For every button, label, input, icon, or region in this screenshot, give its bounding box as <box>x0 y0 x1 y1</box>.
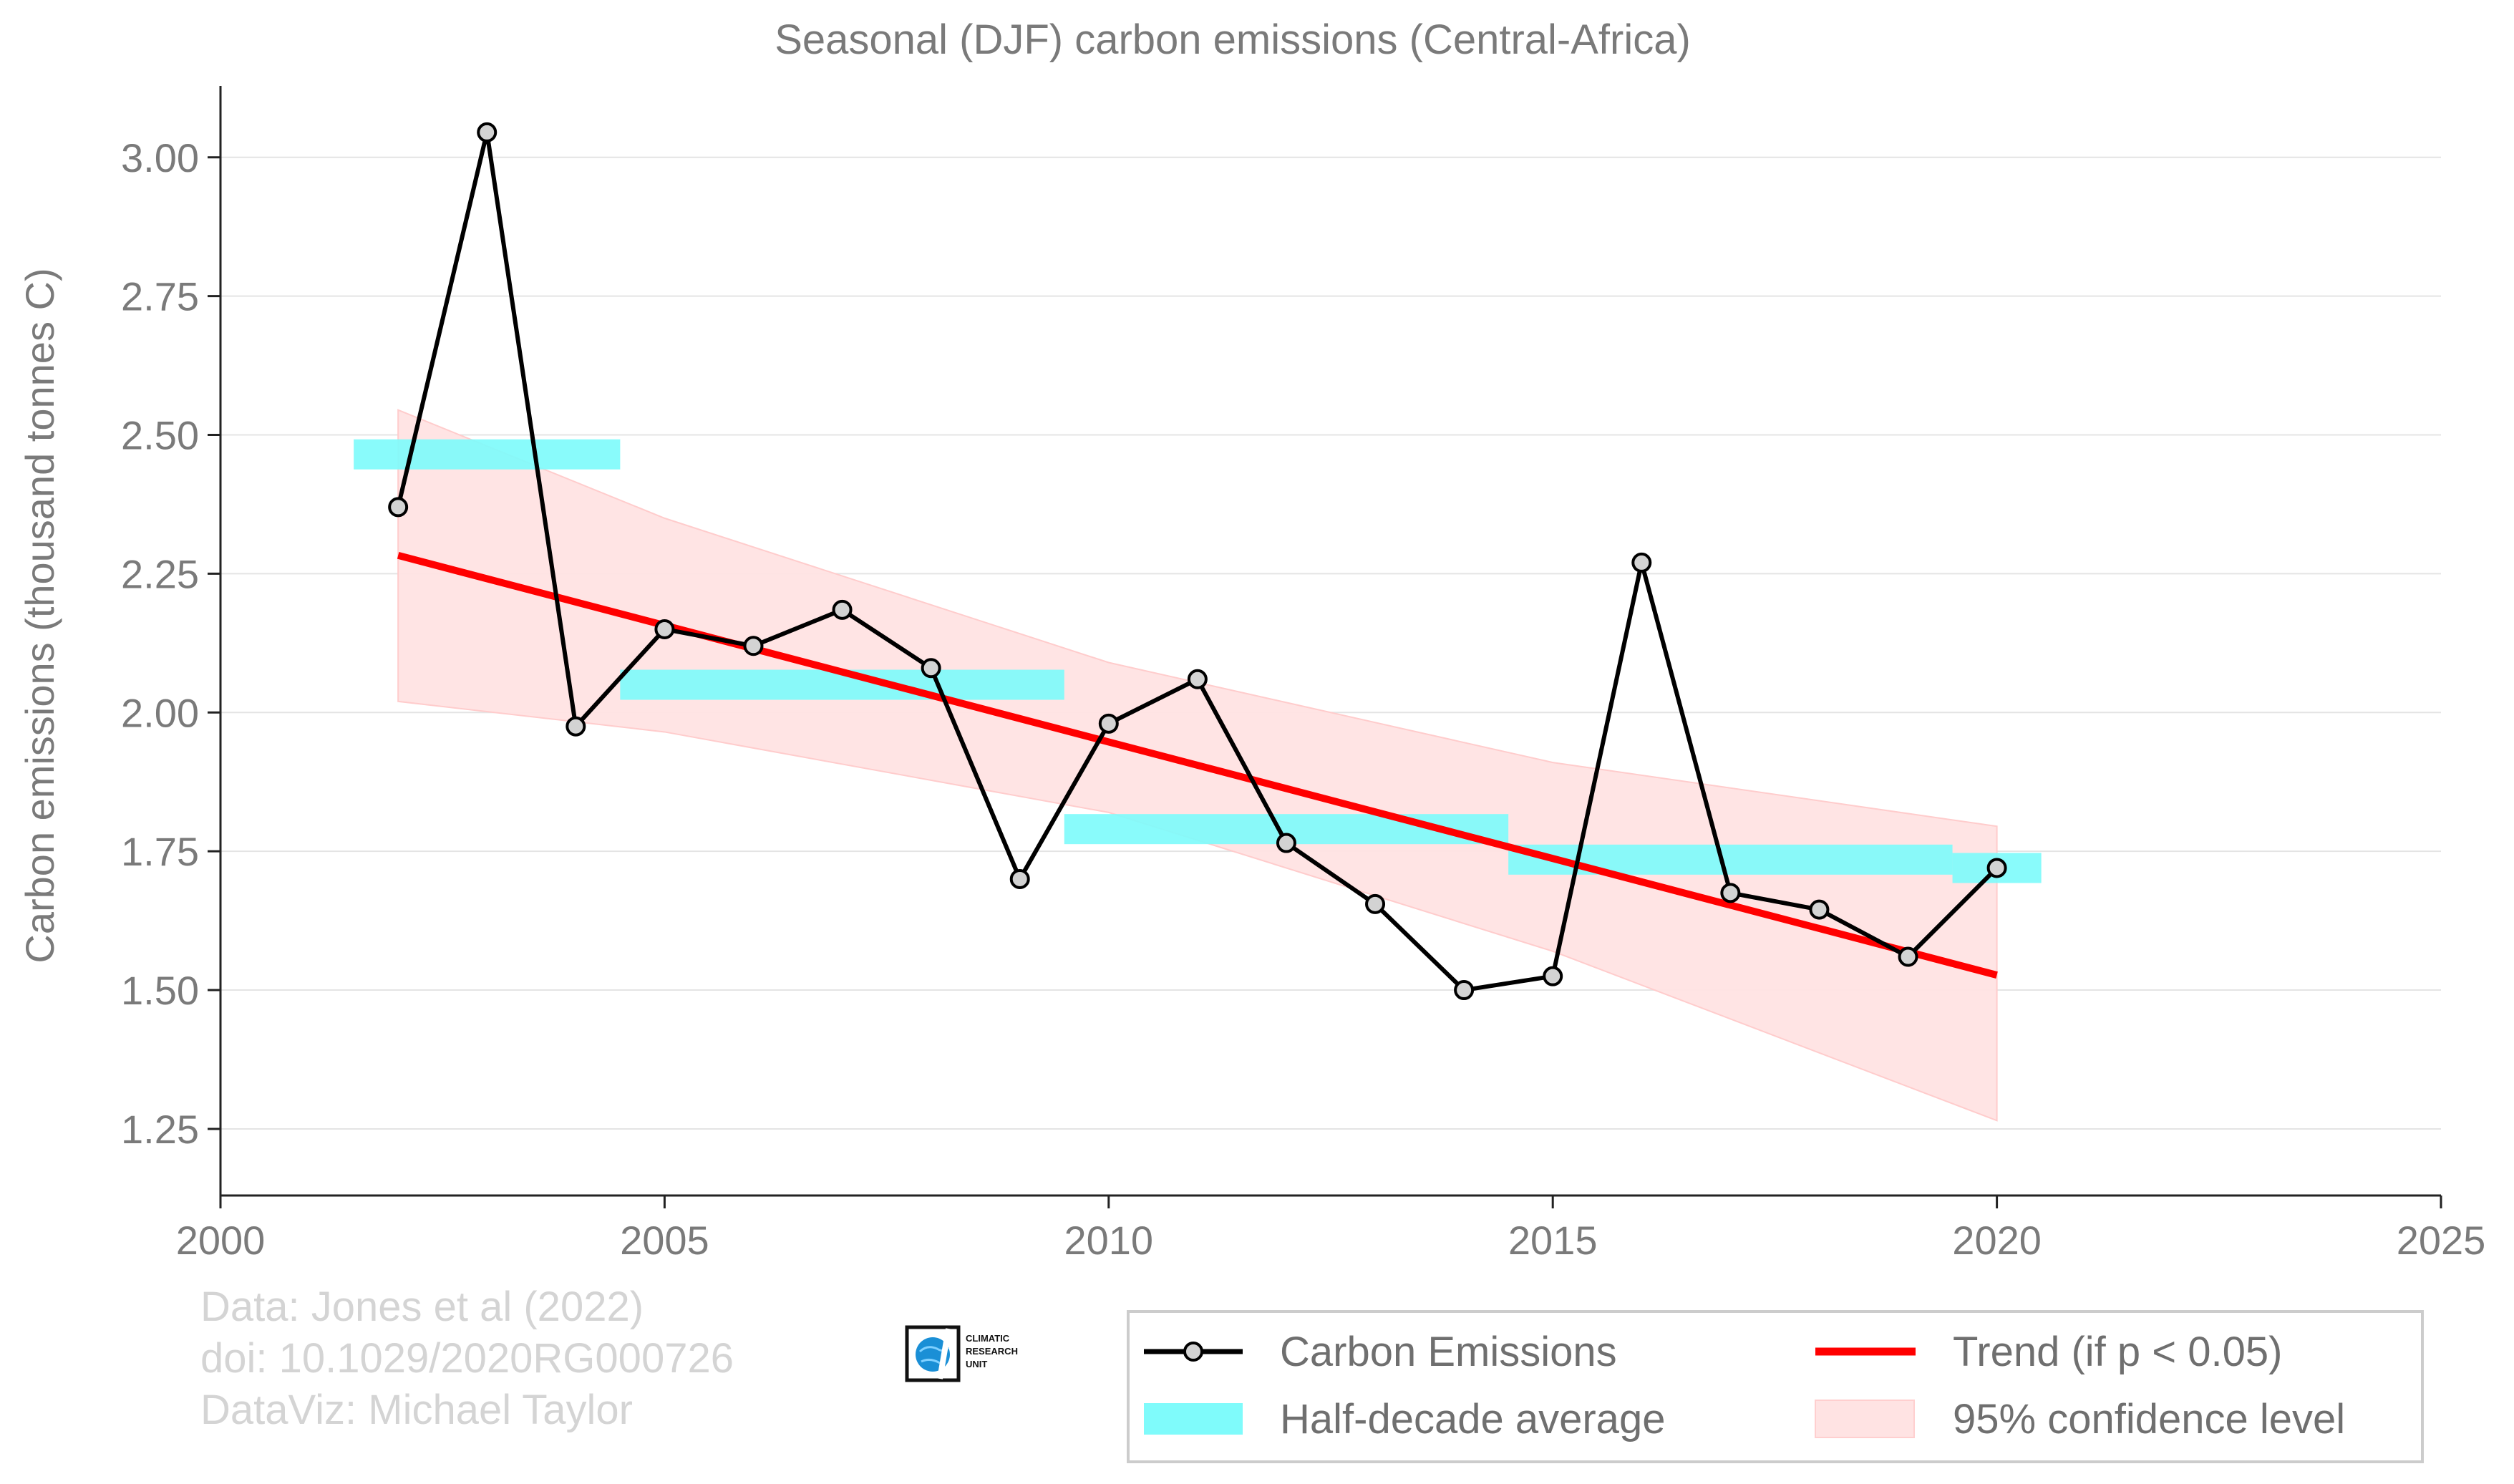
legend-item-carbon-emissions: Carbon Emissions <box>1144 1329 1617 1375</box>
x-tick-label-4: 2020 <box>1952 1218 2042 1263</box>
credit-dataviz: DataViz: Michael Taylor <box>200 1387 633 1433</box>
x-tick-label-3: 2015 <box>1508 1218 1598 1263</box>
emissions-series-layer <box>388 122 2007 1001</box>
x-tick-label-0: 2000 <box>176 1218 266 1263</box>
data-point-2003 <box>477 122 498 142</box>
y-tick-label-3: 2.00 <box>121 690 199 735</box>
y-axis-label: Carbon emissions (thousand tonnes C) <box>17 268 62 963</box>
legend-label-carbon-emissions: Carbon Emissions <box>1280 1329 1617 1375</box>
x-tick-label-2: 2010 <box>1064 1218 1154 1263</box>
data-point-2002 <box>388 497 409 518</box>
chart-title: Seasonal (DJF) carbon emissions (Central… <box>775 16 1691 63</box>
legend-item-confidence: 95% confidence level <box>1815 1396 2345 1442</box>
logo-line-2: RESEARCH <box>966 1346 1018 1357</box>
credit-doi: doi: 10.1029/2020RG000726 <box>200 1335 734 1382</box>
data-point-2009 <box>1009 868 1030 889</box>
y-tick-label-5: 2.50 <box>121 413 199 458</box>
data-point-2004 <box>566 716 586 737</box>
legend-item-half-decade-average: Half-decade average <box>1144 1396 1665 1442</box>
data-point-2016 <box>1631 552 1652 573</box>
logo-line-3: UNIT <box>966 1359 987 1369</box>
data-point-2015 <box>1543 966 1563 986</box>
y-tick-label-1: 1.50 <box>121 968 199 1013</box>
half-decade-average-bar-0 <box>354 439 621 470</box>
data-point-2005 <box>654 619 675 639</box>
climatic-research-unit-logo: CLIMATIC RESEARCH UNIT <box>905 1325 1018 1382</box>
data-point-2011 <box>1187 669 1208 689</box>
y-tick-label-6: 2.75 <box>121 274 199 319</box>
y-tick-label-7: 3.00 <box>121 135 199 180</box>
legend: Carbon Emissions Trend (if p < 0.05) Hal… <box>1127 1310 2424 1463</box>
data-point-2020 <box>1986 858 2007 878</box>
data-point-2006 <box>743 636 764 656</box>
data-point-2018 <box>1809 899 1830 920</box>
trend-line-layer <box>397 552 1998 979</box>
x-tick-label-5: 2025 <box>2397 1218 2486 1263</box>
legend-frame <box>1127 1310 2424 1463</box>
legend-label-trend: Trend (if p < 0.05) <box>1953 1329 2282 1375</box>
y-tick-label-0: 1.25 <box>121 1107 199 1152</box>
data-point-2019 <box>1898 946 1918 967</box>
y-tick-label-2: 1.75 <box>121 829 199 874</box>
legend-item-trend: Trend (if p < 0.05) <box>1815 1329 2282 1375</box>
x-tick-label-1: 2005 <box>620 1218 709 1263</box>
data-point-2013 <box>1365 893 1386 914</box>
data-point-2014 <box>1454 980 1475 1001</box>
legend-label-confidence: 95% confidence level <box>1953 1396 2345 1442</box>
trend-line <box>397 552 1998 979</box>
y-tick-label-4: 2.25 <box>121 551 199 596</box>
half-decade-average-layer <box>354 439 2042 883</box>
legend-label-half-decade-average: Half-decade average <box>1280 1396 1665 1442</box>
credit-data-source: Data: Jones et al (2022) <box>200 1284 644 1330</box>
data-point-2008 <box>921 658 941 679</box>
logo-line-1: CLIMATIC <box>966 1333 1010 1344</box>
axes: 1.25 1.50 1.75 2.00 2.25 2.50 2.75 3.00 2000 2005… <box>121 86 2485 1263</box>
data-point-2007 <box>832 599 853 620</box>
data-point-2010 <box>1098 713 1119 734</box>
data-point-2012 <box>1276 833 1296 853</box>
data-point-2017 <box>1720 883 1741 903</box>
